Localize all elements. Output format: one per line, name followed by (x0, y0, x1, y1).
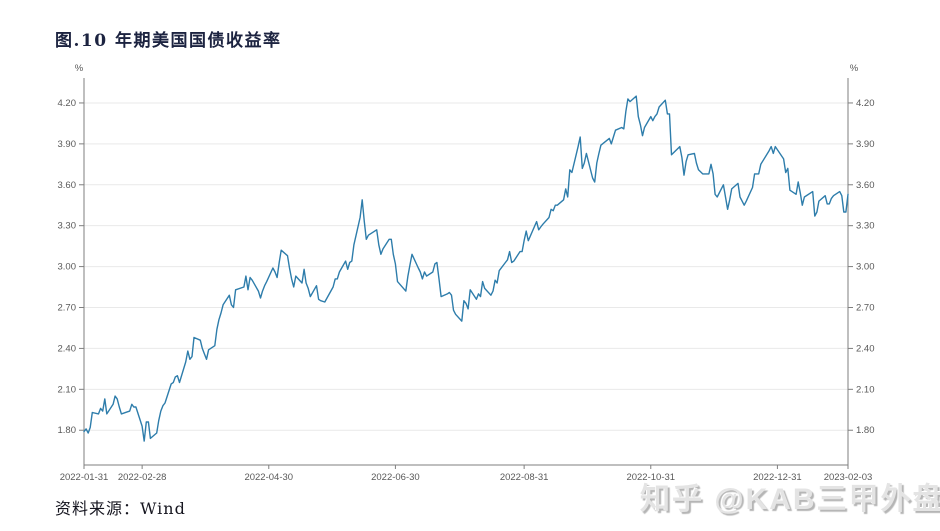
x-tick-label: 2022-06-30 (371, 472, 420, 483)
y-tick-label-left: 3.30 (58, 221, 77, 232)
y-tick-label-left: 2.10 (58, 384, 77, 395)
x-tick-label: 2022-01-31 (60, 472, 109, 483)
y-tick-label-left: 2.70 (58, 303, 77, 314)
y-tick-label-left: 4.20 (58, 98, 77, 109)
y-tick-label-right: 3.30 (856, 221, 875, 232)
y-tick-label-right: 3.60 (856, 180, 875, 191)
y-tick-label-right: 2.70 (856, 303, 875, 314)
x-tick-label: 2022-02-28 (118, 472, 167, 483)
y-tick-label-left: 3.00 (58, 262, 77, 273)
y-tick-label-right: 4.20 (856, 98, 875, 109)
chart-title: 图.10 年期美国国债收益率 (55, 31, 282, 51)
y-axis-unit-right: % (850, 63, 859, 74)
y-axis-unit-left: % (75, 63, 84, 74)
x-tick-label: 2023-02-03 (824, 472, 873, 483)
zhihu-watermark: 知乎 @KAB三甲外盘 (640, 483, 940, 516)
y-tick-label-left: 3.90 (58, 139, 77, 150)
y-tick-label-right: 2.40 (856, 343, 875, 354)
yield-series-line (83, 95, 849, 442)
y-tick-label-right: 3.90 (856, 139, 875, 150)
x-tick-label: 2022-10-31 (626, 472, 675, 483)
x-tick-label: 2022-04-30 (244, 472, 293, 483)
x-tick-label: 2022-12-31 (753, 472, 802, 483)
x-tick-label: 2022-08-31 (500, 472, 549, 483)
y-tick-label-right: 1.80 (856, 425, 875, 436)
y-tick-label-left: 2.40 (58, 343, 77, 354)
y-tick-label-right: 3.00 (856, 262, 875, 273)
y-tick-label-right: 2.10 (856, 384, 875, 395)
data-source-label: 资料来源：Wind (55, 499, 186, 518)
y-tick-label-left: 1.80 (58, 425, 77, 436)
y-tick-label-left: 3.60 (58, 180, 77, 191)
